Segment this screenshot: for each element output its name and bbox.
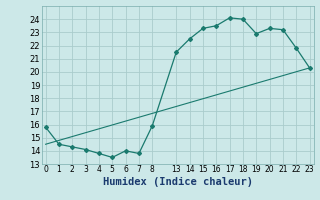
X-axis label: Humidex (Indice chaleur): Humidex (Indice chaleur) (103, 177, 252, 187)
